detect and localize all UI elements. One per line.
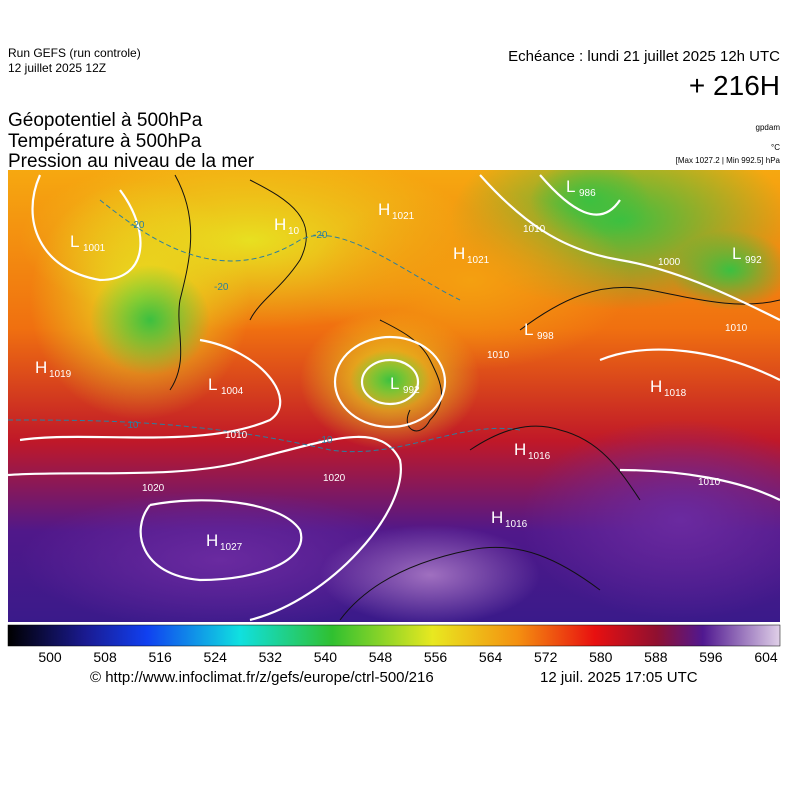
colorbar-tick-label: 524 (204, 649, 228, 665)
center-letter: H (650, 377, 662, 396)
center-value: 10 (288, 226, 300, 237)
run-name: Run GEFS (run controle) (8, 46, 141, 60)
center-letter: H (514, 440, 526, 459)
colorbar-tick-label: 508 (93, 649, 117, 665)
temperature-label: -20 (214, 282, 229, 293)
center-letter: L (566, 177, 575, 196)
center-value: 1016 (505, 519, 528, 530)
center-letter: L (524, 320, 533, 339)
isobar-label: 1020 (142, 483, 165, 494)
lead-time: + 216H (689, 70, 780, 101)
isobar-label: 1000 (658, 257, 681, 268)
center-value: 1016 (528, 451, 551, 462)
center-value: 1021 (392, 211, 415, 222)
center-letter: H (453, 244, 465, 263)
unit: [Max 1027.2 | Min 992.5] hPa (676, 156, 781, 165)
center-letter: H (274, 215, 286, 234)
title: Géopotentiel à 500hPa (8, 110, 203, 131)
colorbar (7, 624, 781, 647)
map (8, 170, 780, 622)
isobar-label: 1010 (698, 477, 721, 488)
temperature-label: -20 (313, 230, 328, 241)
isobar-label: 1020 (323, 473, 346, 484)
temperature-label: -20 (130, 220, 145, 231)
center-letter: L (390, 374, 399, 393)
center-value: 1001 (83, 243, 106, 254)
colorbar-tick-label: 540 (314, 649, 338, 665)
footer-source: © http://www.infoclimat.fr/z/gefs/europe… (90, 669, 434, 686)
colorbar-tick-label: 564 (479, 649, 503, 665)
valid-time: Echéance : lundi 21 juillet 2025 12h UTC (508, 48, 780, 65)
colorbar-tick-label: 532 (259, 649, 283, 665)
center-letter: L (70, 232, 79, 251)
temperature-label: -10 (124, 420, 139, 431)
center-letter: L (208, 375, 217, 394)
center-value: 992 (403, 385, 420, 396)
center-value: 992 (745, 255, 762, 266)
center-letter: H (35, 358, 47, 377)
isobar-label: 1010 (225, 430, 248, 441)
center-value: 998 (537, 331, 554, 342)
run-date: 12 juillet 2025 12Z (8, 61, 106, 75)
colorbar-ticks: 500 508 516 524 532 540 548 556 564 572 580 588 596 6… (38, 649, 778, 665)
isobar-label: 1010 (523, 224, 546, 235)
colorbar-tick-label: 556 (424, 649, 448, 665)
center-letter: L (732, 244, 741, 263)
center-value: 1027 (220, 542, 243, 553)
center-value: 1018 (664, 388, 687, 399)
center-letter: H (206, 531, 218, 550)
center-value: 1019 (49, 369, 72, 380)
colorbar-tick-label: 548 (369, 649, 393, 665)
footer-generated: 12 juil. 2025 17:05 UTC (540, 669, 698, 686)
center-value: 986 (579, 188, 596, 199)
center-letter: H (491, 508, 503, 527)
colorbar-tick-label: 572 (534, 649, 558, 665)
center-value: 1004 (221, 386, 244, 397)
colorbar-tick-label: 516 (148, 649, 172, 665)
colorbar-tick-label: 596 (699, 649, 723, 665)
colorbar-tick-label: 500 (38, 649, 62, 665)
isobar-label: 1010 (487, 350, 510, 361)
unit: °C (771, 143, 780, 152)
unit: gpdam (756, 123, 781, 132)
title: Pression au niveau de la mer (8, 151, 255, 172)
title: Température à 500hPa (8, 131, 202, 152)
isobar-label: 1010 (725, 323, 748, 334)
center-value: 1021 (467, 255, 490, 266)
center-letter: H (378, 200, 390, 219)
colorbar-tick-label: 604 (754, 649, 778, 665)
temperature-label: -10 (318, 435, 333, 446)
colorbar-tick-label: 588 (644, 649, 668, 665)
colorbar-tick-label: 580 (589, 649, 613, 665)
